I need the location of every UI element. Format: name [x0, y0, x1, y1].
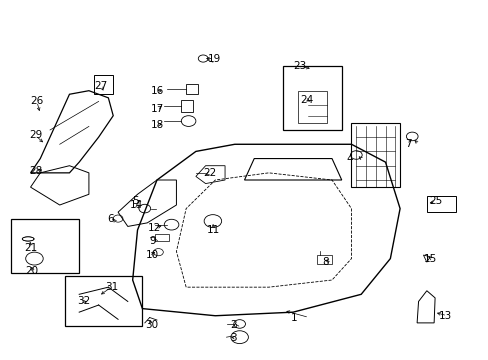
- Text: 18: 18: [151, 120, 164, 130]
- Text: 20: 20: [26, 266, 39, 276]
- Text: 9: 9: [149, 236, 156, 246]
- Bar: [297, 91, 326, 123]
- Text: 31: 31: [105, 282, 118, 292]
- Bar: [186, 84, 198, 94]
- Bar: [317, 255, 331, 264]
- Text: 23: 23: [292, 61, 306, 71]
- Text: 10: 10: [146, 250, 159, 260]
- Bar: [426, 196, 455, 212]
- Text: 2: 2: [229, 320, 236, 330]
- Text: 26: 26: [30, 96, 44, 107]
- Text: 30: 30: [144, 320, 158, 330]
- Text: 5: 5: [132, 197, 139, 206]
- Text: 24: 24: [300, 95, 313, 105]
- Text: 16: 16: [151, 86, 164, 96]
- Text: 22: 22: [203, 168, 216, 178]
- Text: 1: 1: [290, 312, 297, 323]
- Text: 4: 4: [346, 154, 352, 163]
- Bar: [181, 100, 193, 112]
- Text: 17: 17: [151, 104, 164, 113]
- Bar: [154, 234, 169, 241]
- Text: 12: 12: [148, 223, 161, 233]
- Text: 8: 8: [322, 257, 328, 267]
- Text: 21: 21: [25, 243, 38, 253]
- Text: 3: 3: [229, 333, 236, 343]
- Text: 27: 27: [95, 81, 108, 91]
- Text: 11: 11: [206, 225, 220, 235]
- Bar: [283, 66, 341, 130]
- Bar: [64, 276, 142, 327]
- Text: 14: 14: [130, 200, 143, 210]
- Bar: [351, 123, 399, 187]
- Text: 6: 6: [107, 214, 114, 224]
- Text: 19: 19: [207, 54, 221, 64]
- Text: 15: 15: [423, 253, 436, 264]
- Text: 7: 7: [404, 139, 411, 149]
- Bar: [94, 75, 113, 94]
- Text: 29: 29: [29, 130, 42, 140]
- Text: 32: 32: [77, 296, 90, 306]
- Bar: [11, 219, 79, 273]
- Text: 13: 13: [438, 311, 451, 321]
- Text: 25: 25: [428, 197, 442, 206]
- Text: 28: 28: [29, 166, 42, 176]
